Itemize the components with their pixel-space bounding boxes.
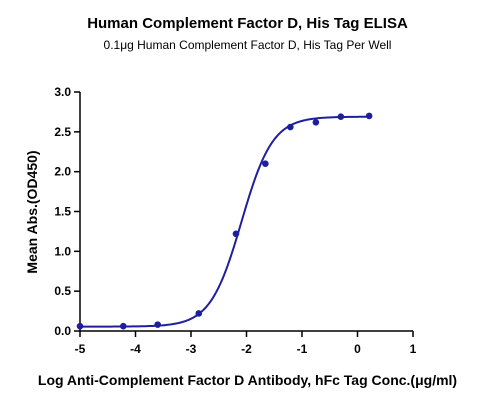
x-tick-label: -4 <box>130 342 141 356</box>
x-tick-label: 0 <box>354 342 361 356</box>
data-point <box>365 112 373 120</box>
y-axis-label: Mean Abs.(OD450) <box>24 150 40 273</box>
x-axis-label: Log Anti-Complement Factor D Antibody, h… <box>38 372 457 388</box>
x-tick-label: -3 <box>186 342 197 356</box>
y-tick-label: 0.5 <box>54 284 71 298</box>
y-tick-label: 3.0 <box>54 85 71 99</box>
chart-title: Human Complement Factor D, His Tag ELISA <box>87 15 408 32</box>
y-tick-label: 1.5 <box>54 205 71 219</box>
data-point <box>312 118 320 126</box>
y-tick-label: 2.0 <box>54 165 71 179</box>
chart-subtitle: 0.1μg Human Complement Factor D, His Tag… <box>104 38 392 52</box>
y-tick-label: 1.0 <box>54 244 71 258</box>
x-tick-label: -2 <box>241 342 252 356</box>
x-tick-label: -1 <box>297 342 308 356</box>
y-tick-label: 0.0 <box>54 324 71 338</box>
y-axis-ticks: 0.0 0.5 1.0 1.5 2.0 2.5 3.0 <box>54 85 80 338</box>
data-point <box>337 113 345 120</box>
data-point <box>76 322 84 330</box>
plot-area: -5 -4 -3 -2 -1 0 1 0.0 0.5 1.0 1.5 2.0 2.5 3.0 <box>54 85 416 356</box>
data-point <box>195 310 203 317</box>
data-points <box>76 112 373 330</box>
fit-curve <box>80 115 370 328</box>
x-tick-label: -5 <box>75 342 86 356</box>
data-point <box>119 322 127 330</box>
data-point <box>232 230 240 238</box>
data-point <box>287 123 294 131</box>
data-point <box>262 160 269 167</box>
x-axis-ticks: -5 -4 -3 -2 -1 0 1 <box>75 331 417 356</box>
y-tick-label: 2.5 <box>54 125 71 139</box>
data-point <box>154 321 161 328</box>
x-tick-label: 1 <box>410 342 417 356</box>
